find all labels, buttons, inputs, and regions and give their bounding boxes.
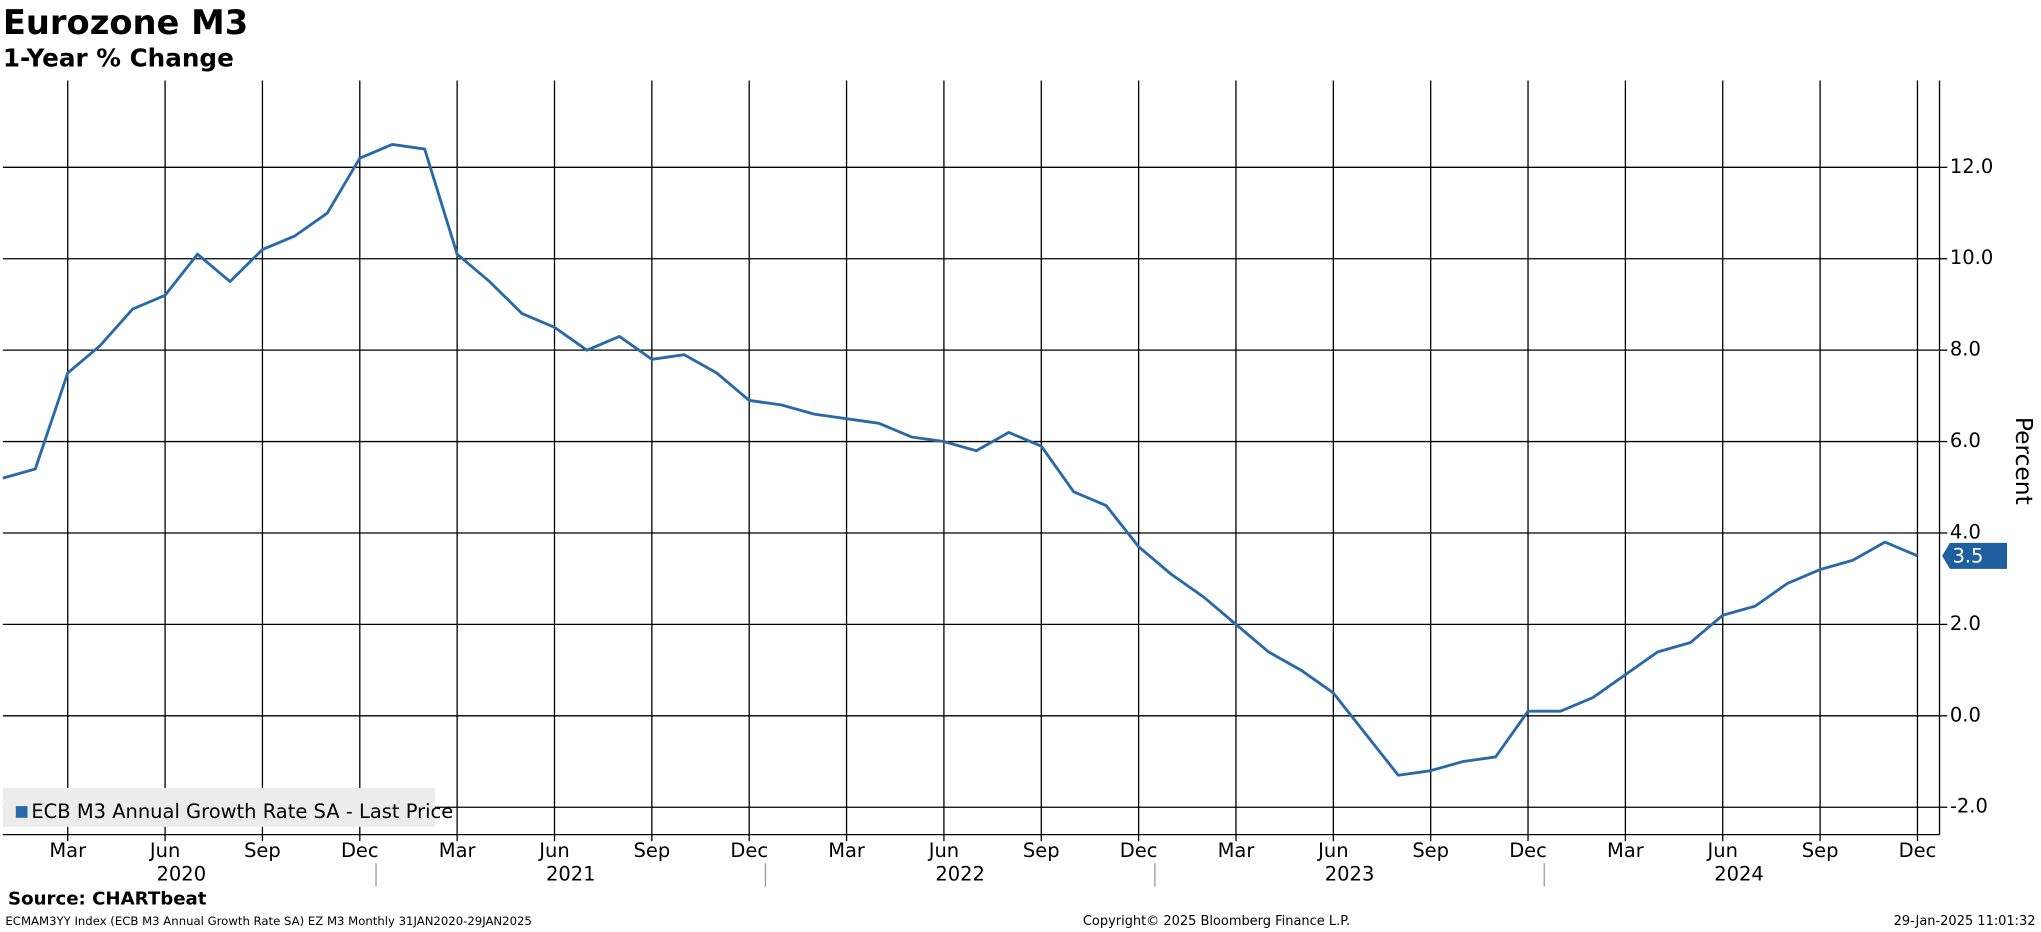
x-tick-label: Mar (1607, 839, 1644, 862)
x-tick-label: Sep (1023, 839, 1060, 862)
footer-center: Copyright© 2025 Bloomberg Finance L.P. (1083, 914, 1350, 929)
x-year-label: 2021 (546, 862, 596, 885)
y-tick-label: 0.0 (1950, 703, 1981, 726)
legend: ECB M3 Annual Growth Rate SA - Last Pric… (2, 787, 453, 827)
data-line (2, 143, 1919, 777)
y-tick-label: -2.0 (1950, 795, 1988, 818)
y-tick-label: 4.0 (1950, 520, 1981, 543)
footer-right: 29-Jan-2025 11:01:32 (1894, 914, 2036, 929)
source: Source: CHARTbeat (8, 889, 207, 910)
chart-subtitle: 1-Year % Change (3, 44, 234, 73)
x-tick-label: Jun (538, 839, 569, 862)
y-tick-label: 6.0 (1950, 429, 1981, 452)
last-value-label: 3.5 (1953, 545, 1984, 568)
x-tick-label: Mar (49, 839, 86, 862)
x-year-label: 2022 (935, 862, 985, 885)
x-tick-label: Mar (828, 839, 865, 862)
x-tick-label: Dec (730, 839, 768, 862)
x-tick-label: Dec (1899, 839, 1937, 862)
x-tick-label: Jun (1317, 839, 1348, 862)
y-axis-label: Percent (2010, 417, 2038, 505)
x-tick-label: Jun (149, 839, 180, 862)
x-tick-label: Dec (1120, 839, 1158, 862)
x-year-label: 2020 (157, 862, 207, 885)
last-value-box (1942, 542, 2008, 569)
x-tick-label: Mar (1218, 839, 1255, 862)
x-tick-label: Sep (1802, 839, 1839, 862)
footer-left: ECMAM3YY Index (ECB M3 Annual Growth Rat… (5, 914, 531, 928)
y-tick-label: 2.0 (1950, 612, 1981, 635)
legend-swatch (15, 806, 28, 818)
legend-box (2, 787, 436, 827)
x-tick-label: Sep (244, 839, 281, 862)
x-tick-label: Mar (439, 839, 476, 862)
x-tick-label: Dec (1509, 839, 1547, 862)
x-year-label: 2024 (1714, 862, 1764, 885)
y-tick-label: 8.0 (1950, 338, 1981, 361)
x-tick-label: Jun (1707, 839, 1738, 862)
y-tick-label: 12.0 (1950, 155, 1993, 178)
y-tick-label: 10.0 (1950, 246, 1993, 269)
x-year-label: 2023 (1325, 862, 1375, 885)
x-tick-label: Sep (1412, 839, 1449, 862)
x-tick-label: Dec (341, 839, 379, 862)
x-tick-label: Sep (634, 839, 671, 862)
chart-title: Eurozone M3 (3, 3, 248, 42)
x-tick-label: Jun (928, 839, 959, 862)
legend-label: ECB M3 Annual Growth Rate SA - Last Pric… (31, 800, 453, 823)
